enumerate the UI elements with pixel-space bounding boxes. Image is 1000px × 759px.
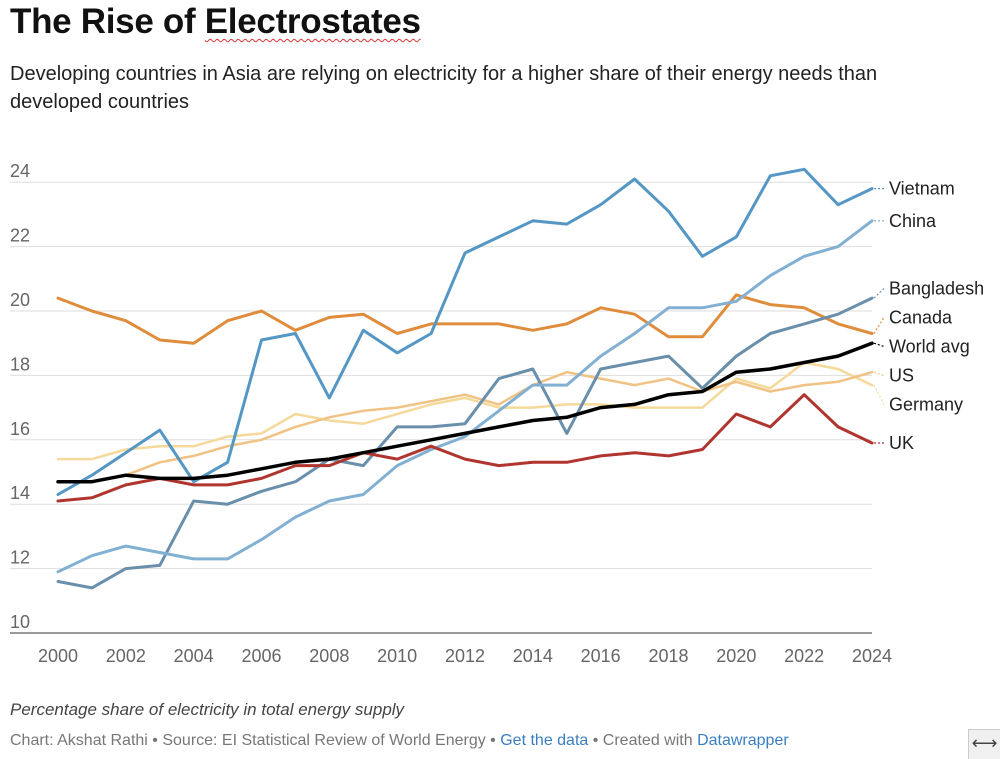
series-line-canada xyxy=(56,293,874,345)
x-tick-label-2000: 2000 xyxy=(38,646,78,666)
chart-title-text: The Rise of xyxy=(10,2,205,41)
label-connector-germany xyxy=(873,384,885,405)
y-tick-label-12: 12 xyxy=(10,548,30,568)
x-tick-label-2022: 2022 xyxy=(784,646,824,666)
y-tick-label-10: 10 xyxy=(10,612,30,632)
y-tick-label-18: 18 xyxy=(10,354,30,374)
x-tick-label-2008: 2008 xyxy=(309,646,349,666)
series-line-world-avg xyxy=(56,341,874,484)
resize-handle-icon[interactable]: ⟷ xyxy=(968,729,1000,759)
series-line-vietnam xyxy=(56,167,874,496)
y-axis-ticks: 10 12 14 16 18 20 22 24 xyxy=(10,161,30,632)
series-end-labels: Vietnam China Bangladesh Canada World avg US G… xyxy=(873,179,984,453)
series-line-us xyxy=(56,370,874,483)
series-line-uk xyxy=(56,393,874,503)
label-connector-canada xyxy=(873,317,885,334)
x-tick-label-2020: 2020 xyxy=(716,646,756,666)
y-tick-label-16: 16 xyxy=(10,419,30,439)
x-tick-label-2012: 2012 xyxy=(445,646,485,666)
created-with-text: Created with xyxy=(602,732,693,749)
x-tick-label-2010: 2010 xyxy=(377,646,417,666)
series-lines xyxy=(56,167,874,590)
series-label-vietnam: Vietnam xyxy=(889,179,955,199)
chart-credits: Chart: Akshat Rathi • Source: EI Statist… xyxy=(10,732,789,749)
label-connector-world-avg xyxy=(873,342,885,347)
y-tick-label-20: 20 xyxy=(10,290,30,310)
credit-source: Source: EI Statistical Review of World E… xyxy=(162,732,486,749)
get-the-data-link[interactable]: Get the data xyxy=(500,732,589,749)
x-tick-label-2014: 2014 xyxy=(513,646,553,666)
credit-author: Chart: Akshat Rathi xyxy=(10,732,148,749)
series-label-germany: Germany xyxy=(889,394,963,414)
series-label-us: US xyxy=(889,365,914,385)
x-tick-label-2016: 2016 xyxy=(581,646,621,666)
chart-notes: Percentage share of electricity in total… xyxy=(10,700,405,719)
datawrapper-link[interactable]: Datawrapper xyxy=(697,732,789,749)
series-line-germany xyxy=(56,361,874,461)
series-label-uk: UK xyxy=(889,433,914,453)
y-tick-label-14: 14 xyxy=(10,483,30,503)
series-label-world-avg: World avg xyxy=(889,336,970,356)
label-connector-us xyxy=(873,371,885,376)
chart-title: The Rise of Electrostates xyxy=(10,2,421,42)
x-tick-label-2024: 2024 xyxy=(852,646,892,666)
y-tick-label-22: 22 xyxy=(10,226,30,246)
x-tick-label-2006: 2006 xyxy=(241,646,281,666)
series-label-canada: Canada xyxy=(889,307,953,327)
series-label-bangladesh: Bangladesh xyxy=(889,278,984,298)
x-tick-label-2002: 2002 xyxy=(106,646,146,666)
label-connector-bangladesh xyxy=(873,288,885,299)
series-line-bangladesh xyxy=(56,296,874,590)
x-axis-ticks: 2000 2002 2004 2006 2008 2010 2012 2014 2016 2018… xyxy=(38,646,892,666)
grid-lines xyxy=(10,181,872,634)
x-tick-label-2018: 2018 xyxy=(648,646,688,666)
series-line-china xyxy=(56,219,874,574)
chart-subtitle: Developing countries in Asia are relying… xyxy=(10,63,878,113)
x-tick-label-2004: 2004 xyxy=(174,646,214,666)
series-label-china: China xyxy=(889,211,937,231)
y-tick-label-24: 24 xyxy=(10,161,30,181)
chart-title-highlight: Electrostates xyxy=(204,2,421,41)
